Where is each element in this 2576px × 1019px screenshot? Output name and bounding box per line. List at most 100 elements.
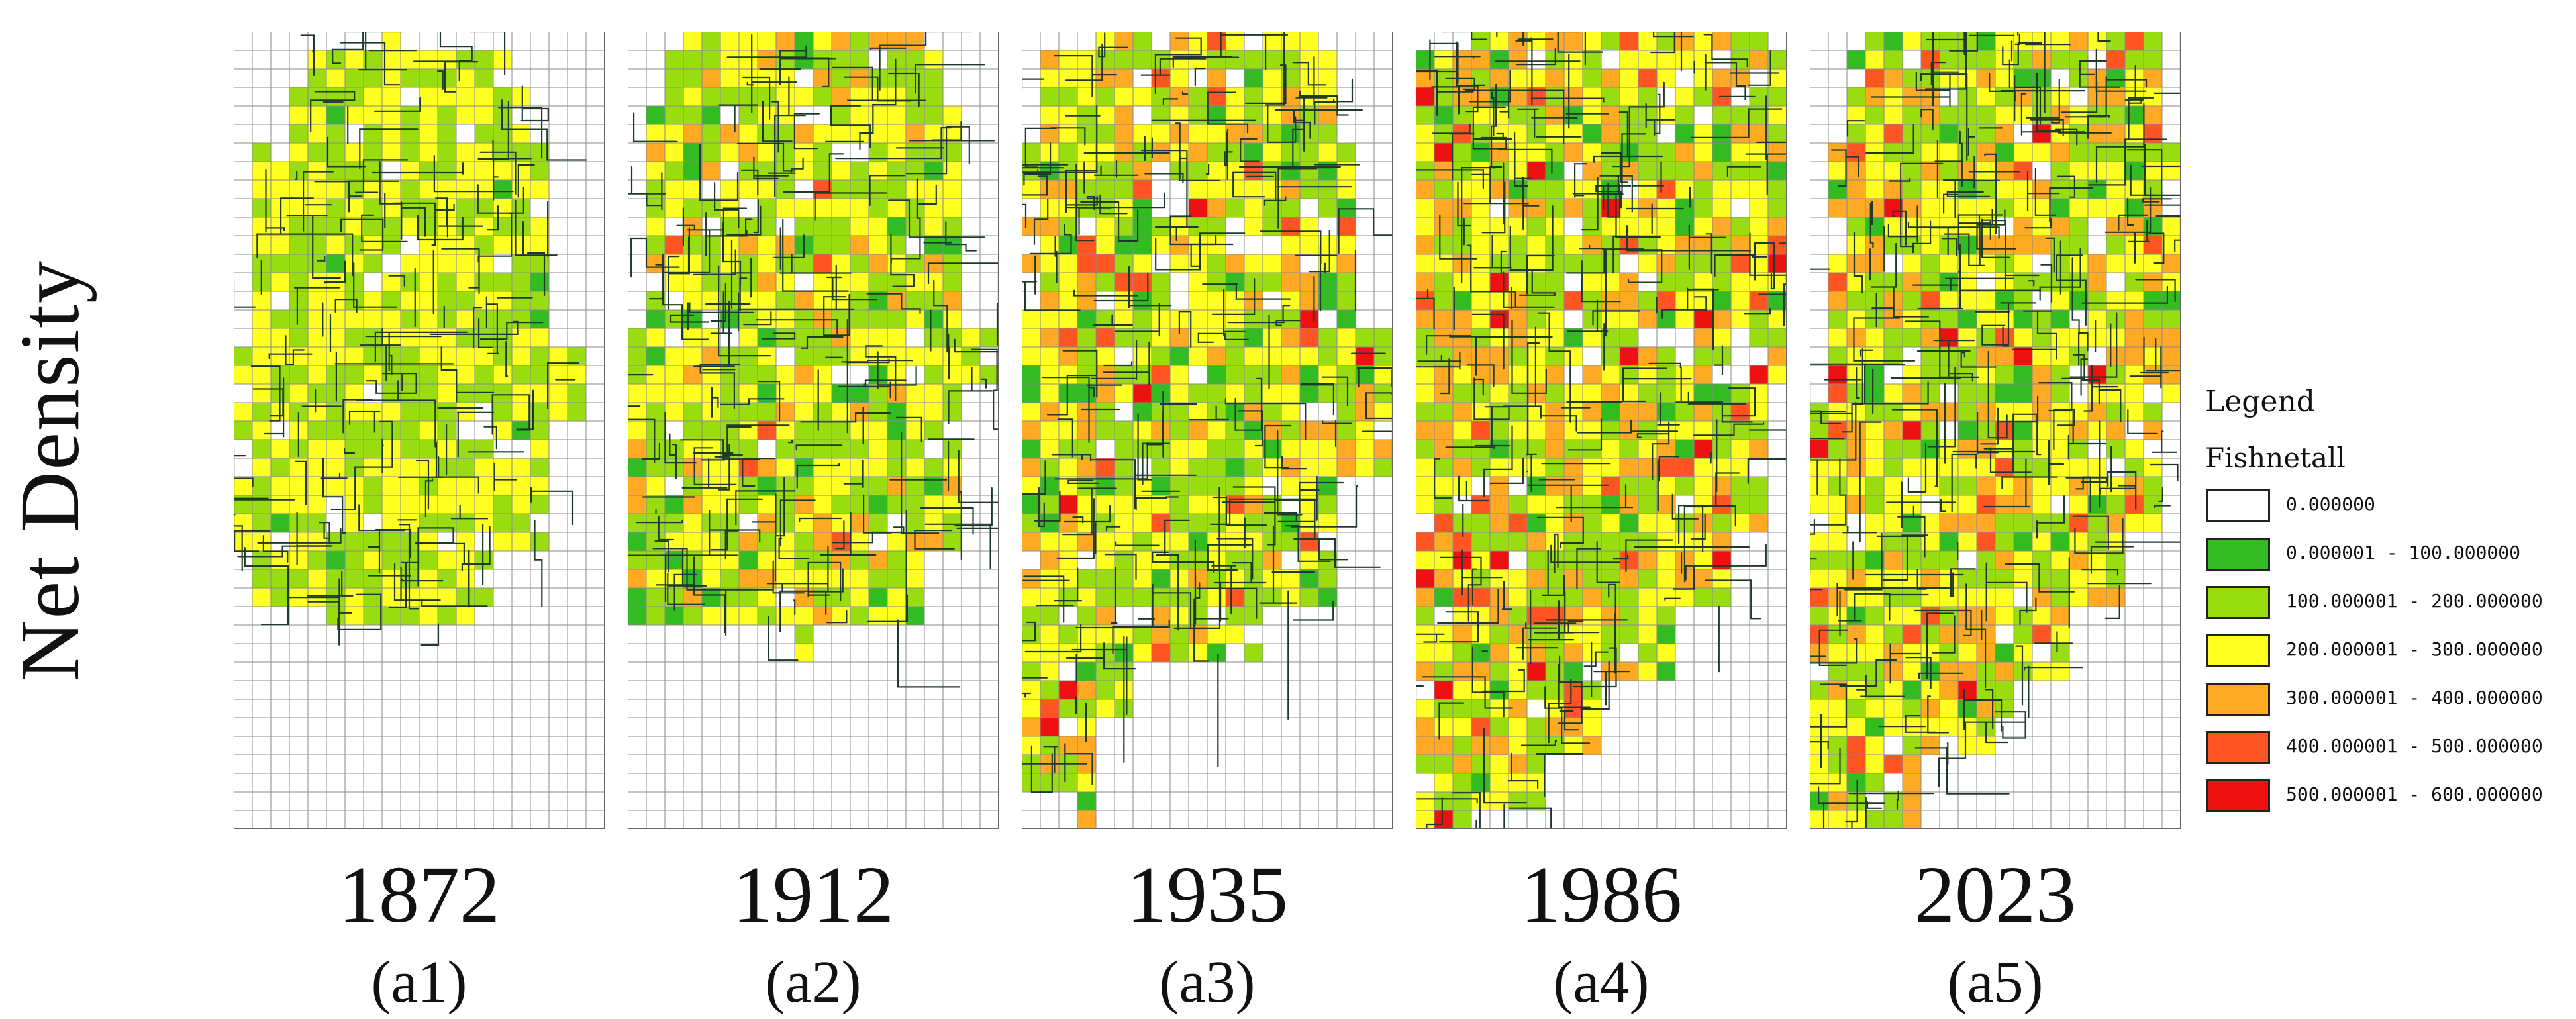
street-line bbox=[345, 32, 367, 70]
fishnet-cell bbox=[1545, 643, 1565, 663]
fishnet-cell bbox=[683, 736, 703, 755]
fishnet-cell bbox=[567, 142, 587, 162]
fishnet-cell bbox=[1373, 272, 1393, 292]
street-line bbox=[371, 162, 464, 175]
fishnet-cell bbox=[1336, 439, 1356, 459]
fishnet-cell bbox=[289, 309, 309, 329]
fishnet-cell bbox=[2069, 736, 2089, 755]
fishnet-cell bbox=[683, 606, 703, 626]
fishnet-cell bbox=[2087, 328, 2107, 348]
fishnet-cell bbox=[1846, 736, 1866, 755]
fishnet-cell bbox=[683, 587, 703, 607]
fishnet-cell bbox=[2143, 32, 2163, 51]
street-line bbox=[234, 499, 295, 534]
fishnet-cell bbox=[646, 699, 666, 718]
fishnet-cell bbox=[289, 179, 309, 199]
fishnet-cell bbox=[344, 235, 364, 255]
street-line bbox=[718, 104, 758, 133]
fishnet-cell bbox=[1828, 550, 1848, 570]
fishnet-cell bbox=[1810, 495, 1829, 514]
fishnet-cell bbox=[1601, 124, 1620, 144]
fishnet-cell bbox=[2143, 105, 2163, 125]
fishnet-cell bbox=[683, 142, 703, 162]
fishnet-cell bbox=[646, 32, 666, 51]
fishnet-cell bbox=[2106, 50, 2126, 70]
fishnet-cell bbox=[1656, 50, 1676, 70]
fishnet-cell bbox=[474, 643, 494, 663]
fishnet-cell bbox=[1355, 328, 1375, 348]
fishnet-cell bbox=[2013, 717, 2033, 737]
street-line bbox=[1573, 647, 1617, 688]
fishnet-cell bbox=[1526, 142, 1546, 162]
fishnet-cell bbox=[530, 476, 550, 496]
street-line bbox=[877, 351, 917, 389]
fishnet-cell bbox=[1846, 513, 1866, 533]
fishnet-cell bbox=[628, 458, 647, 477]
fishnet-cell bbox=[1452, 439, 1472, 459]
street-line bbox=[1033, 199, 1049, 245]
fishnet-cell bbox=[831, 458, 851, 477]
fishnet-cell bbox=[326, 105, 346, 125]
fishnet-cell bbox=[1169, 532, 1189, 552]
fishnet-cell bbox=[1299, 550, 1319, 570]
fishnet-cell bbox=[1262, 773, 1282, 793]
fishnet-cell bbox=[1114, 87, 1134, 107]
fishnet-cell bbox=[1077, 680, 1097, 700]
fishnet-cell bbox=[1693, 87, 1713, 107]
fishnet-cell bbox=[1865, 161, 1885, 181]
fishnet-cell bbox=[2143, 309, 2163, 329]
fishnet-cell bbox=[1169, 791, 1189, 811]
fishnet-cell bbox=[1169, 291, 1189, 311]
fishnet-cell bbox=[1225, 476, 1245, 496]
street-line bbox=[1212, 278, 1256, 315]
fishnet-cell bbox=[474, 550, 494, 570]
fishnet-cell bbox=[1508, 124, 1528, 144]
fishnet-cell bbox=[701, 328, 721, 348]
fishnet-cell bbox=[1939, 717, 1959, 737]
fishnet-cell bbox=[1151, 606, 1171, 626]
fishnet-cell bbox=[1846, 32, 1866, 51]
fishnet-cell bbox=[1920, 606, 1940, 626]
fishnet-cell bbox=[456, 420, 475, 440]
fishnet-cell bbox=[567, 439, 587, 459]
fishnet-cell bbox=[831, 495, 851, 514]
fishnet-cell bbox=[738, 643, 758, 663]
fishnet-cell bbox=[1545, 105, 1565, 125]
fishnet-cell bbox=[1846, 291, 1866, 311]
fishnet-cell bbox=[474, 161, 494, 181]
fishnet-cell bbox=[381, 495, 401, 514]
fishnet-cell bbox=[2143, 235, 2163, 255]
street-line bbox=[735, 490, 796, 526]
fishnet-cell bbox=[1336, 365, 1356, 385]
fishnet-cell bbox=[1995, 569, 2014, 589]
fishnet-cell bbox=[456, 773, 475, 793]
fishnet-cell bbox=[1471, 754, 1491, 774]
fishnet-cell bbox=[1828, 346, 1848, 366]
fishnet-cell bbox=[585, 476, 605, 496]
fishnet-cell bbox=[1508, 587, 1528, 607]
fishnet-cell bbox=[1336, 458, 1356, 477]
map-panel-1872 bbox=[234, 32, 605, 833]
fishnet-cell bbox=[493, 365, 513, 385]
fishnet-cell bbox=[1318, 105, 1338, 125]
street-line bbox=[250, 365, 281, 422]
fishnet-cell bbox=[1281, 773, 1301, 793]
fishnet-cell bbox=[1416, 439, 1435, 459]
fishnet-cell bbox=[2032, 680, 2052, 700]
street-line bbox=[1715, 472, 1740, 505]
fishnet-cell bbox=[1281, 513, 1301, 533]
fishnet-cell bbox=[628, 198, 647, 218]
fishnet-cell bbox=[2013, 105, 2033, 125]
fishnet-cell bbox=[234, 272, 253, 292]
fishnet-cell bbox=[1563, 569, 1583, 589]
fishnet-cell bbox=[1865, 643, 1885, 663]
fishnet-cell bbox=[887, 50, 907, 70]
fishnet-cell bbox=[1225, 513, 1245, 533]
street-line bbox=[1675, 401, 1753, 423]
fishnet-cell bbox=[2032, 699, 2052, 718]
street-line bbox=[1137, 413, 1152, 481]
fishnet-cell bbox=[1318, 532, 1338, 552]
fishnet-cell bbox=[794, 754, 814, 774]
fishnet-cell bbox=[683, 680, 703, 700]
fishnet-cell bbox=[1373, 217, 1393, 236]
